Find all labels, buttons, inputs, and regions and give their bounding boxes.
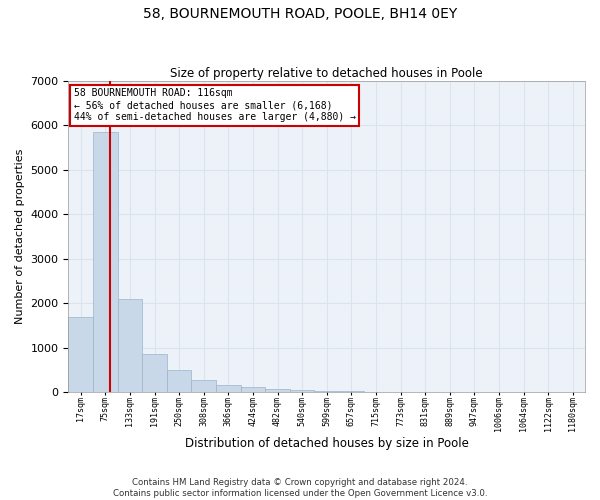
Title: Size of property relative to detached houses in Poole: Size of property relative to detached ho… bbox=[170, 66, 483, 80]
Bar bbox=[68, 316, 93, 392]
Text: 58, BOURNEMOUTH ROAD, POOLE, BH14 0EY: 58, BOURNEMOUTH ROAD, POOLE, BH14 0EY bbox=[143, 8, 457, 22]
Bar bbox=[241, 387, 265, 392]
Bar bbox=[142, 354, 167, 393]
X-axis label: Distribution of detached houses by size in Poole: Distribution of detached houses by size … bbox=[185, 437, 469, 450]
Bar bbox=[290, 390, 314, 392]
Bar bbox=[118, 299, 142, 392]
Bar bbox=[314, 391, 339, 392]
Y-axis label: Number of detached properties: Number of detached properties bbox=[15, 149, 25, 324]
Bar bbox=[265, 388, 290, 392]
Text: 58 BOURNEMOUTH ROAD: 116sqm
← 56% of detached houses are smaller (6,168)
44% of : 58 BOURNEMOUTH ROAD: 116sqm ← 56% of det… bbox=[74, 88, 356, 122]
Bar bbox=[216, 385, 241, 392]
Bar bbox=[191, 380, 216, 392]
Bar bbox=[167, 370, 191, 392]
Bar bbox=[93, 132, 118, 392]
Text: Contains HM Land Registry data © Crown copyright and database right 2024.
Contai: Contains HM Land Registry data © Crown c… bbox=[113, 478, 487, 498]
